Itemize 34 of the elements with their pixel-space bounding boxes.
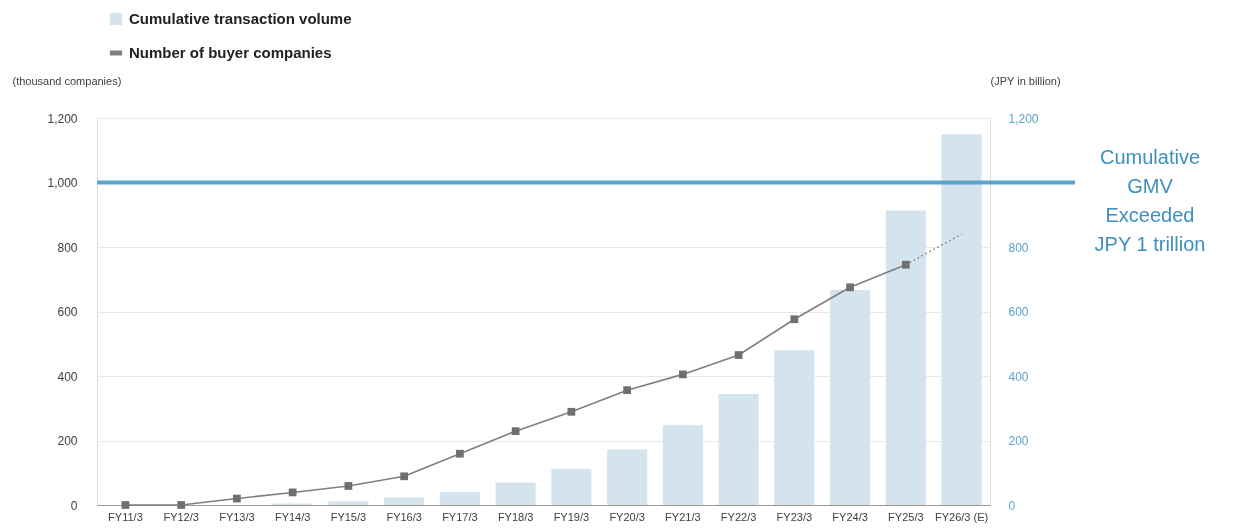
- x-tick-label: FY14/3: [274, 510, 311, 523]
- y-axis-title: (thousand companies): [12, 74, 122, 87]
- text: Cumulative GMV Exceeded JPY 1 trillion: [1094, 146, 1206, 255]
- x-tick-label: FY11/3: [108, 510, 143, 523]
- y2-tick-label: 800: [1008, 240, 1029, 255]
- x-tick-label: FY22/3: [720, 510, 757, 523]
- x-tick-label: FY25/3: [888, 510, 924, 523]
- legend-label: Cumulative transaction volume: [129, 10, 352, 27]
- x-tick-label: FY16/3: [386, 510, 422, 523]
- x-tick-label: FY15/3: [330, 510, 367, 523]
- y-tick-label: 600: [57, 305, 78, 319]
- y-tick-label: 800: [57, 240, 78, 255]
- y2-tick-label: 600: [1008, 305, 1029, 319]
- x-tick-label: FY24/3: [832, 510, 868, 523]
- y2-tick-label: 1,200: [1008, 111, 1039, 126]
- x-tick-label: FY13/3: [219, 510, 255, 523]
- x-tick-label: FY20/3: [609, 510, 645, 523]
- x-tick-label: FY18/3: [497, 510, 534, 523]
- y-tick-label: 400: [57, 369, 78, 384]
- x-tick-label: FY26/3 (E): [934, 510, 989, 523]
- y-tick-label: 1,000: [47, 176, 78, 190]
- y-tick-label: 200: [57, 434, 78, 448]
- legend-label: Number of buyer companies: [129, 44, 332, 61]
- y-tick-label: 1,200: [47, 111, 78, 126]
- x-tick-label: FY17/3: [442, 510, 478, 523]
- y2-axis-title: (JPY in billion): [990, 74, 1061, 87]
- x-tick-label: FY23/3: [776, 510, 813, 523]
- y2-tick-label: 0: [1008, 498, 1016, 513]
- x-tick-label: FY12/3: [163, 510, 199, 523]
- x-tick-label: FY21/3: [665, 510, 701, 523]
- y-tick-label: 0: [70, 498, 78, 513]
- x-tick-label: FY19/3: [553, 510, 590, 523]
- y2-tick-label: 400: [1008, 369, 1029, 384]
- y2-tick-label: 200: [1008, 434, 1029, 448]
